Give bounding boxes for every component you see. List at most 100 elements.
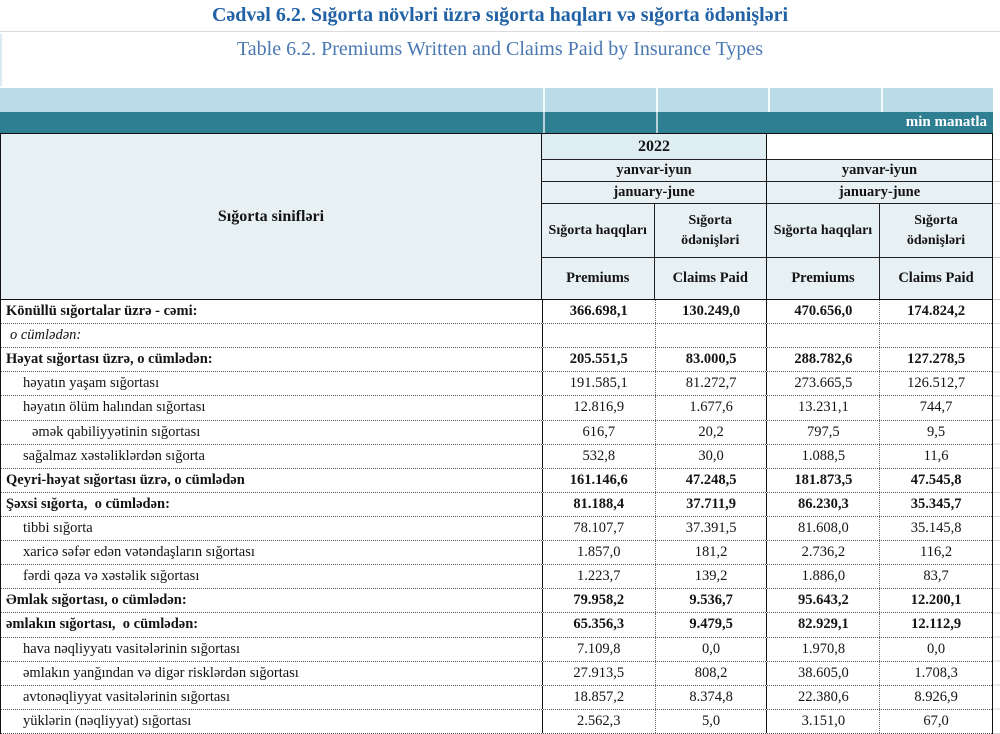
column-group-2: yanvar-iyun january-june Sığorta haqqlar… [767,134,992,299]
cell-claims-g1: 139,2 [656,565,768,589]
cell-claims-g2: 116,2 [920,544,953,561]
table-row: Həyat sığortası üzrə, o cümlədən: 205.55… [1,348,992,373]
cell-premiums-g1: 7.109,8 [543,637,656,661]
cell-claims-g1: 83.000,5 [656,348,768,372]
table-row: o cümlədən: [1,324,992,349]
cell-claims-g1: 37.391,5 [656,516,768,541]
cell-claims-g2: 8.926,9 [914,688,958,705]
data-table: Sığorta sinifləri 2022 yanvar-iyun janua… [0,134,993,734]
column-group-2022: 2022 yanvar-iyun january-june Sığorta ha… [542,134,767,299]
cell-premiums-g2: 1.088,5 [767,444,881,468]
cell-premiums-g1: 1.223,7 [543,565,656,589]
row-label: Həyat sığortası üzrə, o cümlədən: [1,348,543,372]
cell-premiums-g1: 205.551,5 [543,348,656,372]
cell-claims-g2: 35.145,8 [910,520,962,537]
cell-claims-g2: 744,7 [919,399,953,416]
cell-claims-g2: 1.708,3 [914,664,958,681]
cell-premiums-g2: 82.929,1 [767,613,881,637]
table-row: əmək qabiliyyətinin sığortası 616,7 20,2… [1,420,992,445]
cell-claims-g1: 1.677,6 [656,396,768,420]
claims-az-header-g1: Sığorta ödənişləri [654,204,766,258]
premiums-az-header-g2: Sığorta haqqları [767,204,880,258]
cell-premiums-g2: 2.736,2 [767,541,881,565]
cell-claims-g2: 12.200,1 [910,592,962,609]
cell-premiums-g2: 470.656,0 [767,300,881,324]
band-separator [881,88,883,112]
band-separator [656,112,658,133]
row-label: o cümlədən: [1,324,543,348]
claims-en-header-g2: Claims Paid [880,258,992,299]
row-header-label: Sığorta sinifləri [1,134,542,299]
page-margin-right [993,134,1000,734]
cell-premiums-g2: 181.873,5 [767,468,881,492]
row-label: yüklərin (nəqliyyat) sığortası [1,709,543,733]
premiums-en-header-g1: Premiums [542,258,655,299]
cell-premiums-g1: 65.356,3 [543,613,656,637]
cell-claims-g1: 130.249,0 [656,300,768,324]
cell-claims-g2: 126.512,7 [907,375,966,392]
cell-premiums-g1: 2.562,3 [543,709,656,733]
unit-band: min manatla [0,112,993,134]
row-label: həyatın yaşam sığortası [1,372,543,396]
claims-en-header-g1: Claims Paid [654,258,766,299]
cell-claims-g1: 81.272,7 [656,372,768,396]
year-header-2022: 2022 [542,134,766,160]
row-label: fərdi qəza və xəstəlik sığortası [1,565,543,589]
cell-claims-g1: 20,2 [656,420,768,444]
cell-premiums-g1: 366.698,1 [543,300,656,324]
row-label: əmlakın yanğından və digər risklərdən sı… [1,661,543,685]
period-en-header-g1: january-june [542,182,766,204]
row-label: Əmlak sığortası, o cümlədən: [1,589,543,613]
page-margin-left [0,34,2,86]
cell-premiums-g2: 1.886,0 [767,565,881,589]
band-separator [656,88,658,112]
cell-premiums-g2: 1.970,8 [767,637,881,661]
cell-claims-g2: 83,7 [923,568,949,585]
cell-claims-g2: 11,6 [923,447,949,464]
title-spacer [0,66,1000,88]
cell-claims-g1: 47.248,5 [656,468,768,492]
cell-premiums-g1: 18.857,2 [543,685,656,709]
row-label: sağalmaz xəstəliklərdən sığorta [1,444,543,468]
cell-premiums-g2: 797,5 [767,420,881,444]
cell-claims-g1: 181,2 [656,541,768,565]
cell-premiums-g1: 79.958,2 [543,589,656,613]
row-label: xaricə səfər edən vətəndaşların sığortas… [1,541,543,565]
cell-claims-g1: 0,0 [656,637,768,661]
premiums-az-header-g1: Sığorta haqqları [542,204,655,258]
row-label: Könüllü sığortalar üzrə - cəmi: [1,300,543,324]
period-en-header-g2: january-june [767,182,992,204]
cell-claims-g2 [880,324,992,347]
cell-premiums-g2: 95.643,2 [767,589,881,613]
row-label: Qeyri-həyat sığortası üzrə, o cümlədən [1,468,543,492]
cell-claims-g2: 12.112,9 [911,616,962,633]
cell-premiums-g2: 22.380,6 [767,685,881,709]
row-label: tibbi sığorta [1,516,543,541]
cell-claims-g1 [656,324,768,348]
cell-claims-g2: 174.824,2 [907,303,966,320]
cell-premiums-g2: 288.782,6 [767,348,881,372]
table-row: xaricə səfər edən vətəndaşların sığortas… [1,541,992,566]
unit-label: min manatla [905,114,987,130]
cell-claims-g1: 9.536,7 [656,589,768,613]
table-title-en: Table 6.2. Premiums Written and Claims P… [236,37,764,60]
table-row: sağalmaz xəstəliklərdən sığorta 532,8 30… [1,444,992,469]
table-row: əmlakın sığortası, o cümlədən: 65.356,3 … [1,613,992,638]
cell-claims-g2: 47.545,8 [910,471,962,488]
cell-premiums-g2: 273.665,5 [767,372,881,396]
table-row: hava nəqliyyatı vasitələrinin sığortası … [1,637,992,662]
table-row: əmlakın yanğından və digər risklərdən sı… [1,661,992,686]
table-row: fərdi qəza və xəstəlik sığortası 1.223,7… [1,565,992,590]
band-separator [543,112,545,133]
cell-claims-g2: 35.345,7 [910,495,962,512]
cell-claims-g2: 0,0 [927,640,946,657]
cell-premiums-g1: 78.107,7 [543,516,656,541]
cell-premiums-g2: 13.231,1 [767,396,881,420]
cell-premiums-g2: 81.608,0 [767,516,881,541]
cell-claims-g1: 30,0 [656,444,768,468]
cell-premiums-g1: 27.913,5 [543,661,656,685]
row-label: əmək qabiliyyətinin sığortası [1,420,543,444]
row-label: həyatın ölüm halından sığortası [1,396,543,420]
cell-premiums-g1 [543,324,656,348]
table-row: Əmlak sığortası, o cümlədən: 79.958,2 9.… [1,589,992,614]
